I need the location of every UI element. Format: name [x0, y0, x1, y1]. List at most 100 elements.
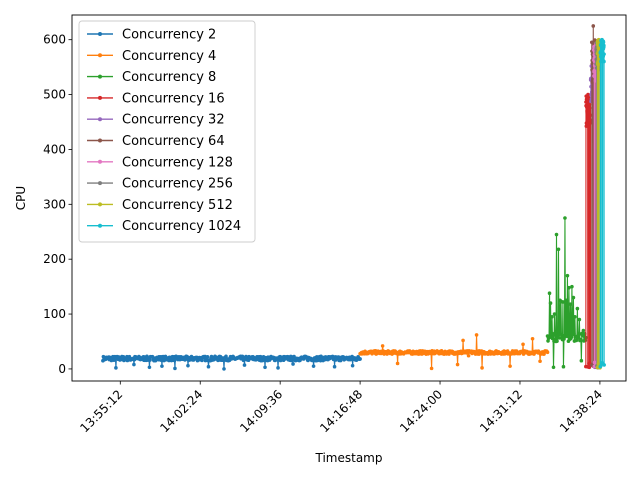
data-point: [587, 102, 592, 107]
data-point: [565, 273, 570, 278]
y-tick-label: 400: [43, 142, 66, 156]
plot-area: [101, 24, 606, 371]
data-point: [242, 363, 247, 367]
legend-item: Concurrency 64: [87, 134, 225, 149]
legend-label: Concurrency 8: [122, 70, 216, 85]
data-point: [585, 122, 590, 127]
y-axis-label: CPU: [14, 186, 28, 210]
data-point: [601, 40, 606, 45]
data-point: [160, 364, 164, 368]
legend-marker: [98, 32, 102, 36]
data-point: [561, 300, 565, 304]
legend-item: Concurrency 32: [87, 113, 225, 128]
series-line-3: [546, 218, 587, 368]
data-point: [558, 332, 563, 336]
data-point: [564, 298, 569, 303]
legend-marker: [98, 117, 102, 122]
data-point: [567, 285, 571, 290]
data-point: [586, 92, 590, 97]
data-point: [602, 363, 606, 367]
data-point: [395, 361, 400, 366]
series-markers-3: [545, 216, 588, 370]
data-point: [554, 232, 559, 237]
data-point: [561, 364, 566, 369]
data-point: [474, 333, 479, 337]
data-point: [358, 357, 362, 361]
data-point: [455, 362, 460, 367]
data-point: [579, 358, 584, 363]
legend-marker: [98, 138, 102, 143]
legend-item: Concurrency 8: [87, 70, 216, 85]
series-layer: [101, 24, 606, 371]
data-point: [480, 366, 484, 370]
data-point: [332, 364, 337, 369]
data-point: [550, 336, 555, 341]
data-point: [573, 315, 577, 319]
data-point: [552, 312, 557, 316]
data-point: [508, 364, 512, 368]
legend-label: Concurrency 128: [122, 155, 233, 170]
data-point: [548, 301, 553, 305]
data-point: [538, 359, 542, 364]
legend-marker: [98, 74, 102, 79]
data-point: [222, 367, 226, 371]
legend-marker: [98, 159, 102, 164]
data-point: [592, 68, 596, 73]
data-point: [602, 43, 606, 48]
data-point: [591, 24, 596, 28]
series-1: [101, 354, 362, 371]
legend-label: Concurrency 256: [122, 177, 233, 192]
data-point: [132, 362, 136, 367]
data-point: [598, 364, 603, 368]
data-point: [565, 331, 569, 336]
data-point: [205, 354, 210, 359]
y-tick-label: 0: [58, 362, 66, 376]
data-point: [186, 363, 190, 368]
data-point: [200, 358, 204, 363]
series-markers-10: [598, 37, 606, 369]
x-axis-label: Timestamp: [315, 451, 383, 465]
legend-label: Concurrency 512: [122, 198, 233, 213]
data-point: [579, 337, 583, 342]
series-4: [584, 92, 593, 370]
data-point: [587, 108, 592, 113]
data-point: [206, 364, 211, 369]
legend-item: Concurrency 16: [87, 91, 225, 106]
axes-frame: [71, 14, 627, 382]
series-markers-2: [358, 333, 550, 371]
legend-marker: [98, 202, 102, 207]
y-axis-ticks: 0 100 200 300 400 500 600: [43, 33, 72, 376]
legend-item: Concurrency 1024: [87, 219, 241, 234]
legend-item: Concurrency 2: [87, 28, 216, 43]
series-10: [598, 37, 606, 369]
data-point: [521, 342, 525, 347]
y-tick-label: 200: [43, 252, 66, 266]
data-point: [530, 336, 535, 341]
data-point: [466, 353, 471, 358]
y-tick-label: 300: [43, 197, 66, 211]
y-tick-label: 500: [43, 88, 66, 102]
legend-marker: [98, 181, 102, 186]
data-point: [545, 350, 550, 355]
data-point: [173, 366, 177, 371]
legend-label: Concurrency 2: [122, 28, 216, 43]
data-point: [602, 59, 606, 64]
data-point: [147, 365, 152, 370]
legend: Concurrency 2 Concurrency 4 Concurrency 8 C…: [78, 20, 256, 243]
data-point: [569, 335, 574, 339]
legend-item: Concurrency 4: [87, 49, 216, 64]
data-point: [551, 365, 556, 370]
data-point: [581, 328, 586, 333]
series-2: [358, 333, 550, 371]
data-point: [556, 247, 561, 252]
data-point: [263, 365, 267, 370]
legend-marker: [98, 95, 102, 100]
data-point: [568, 302, 573, 306]
y-tick-label: 600: [43, 33, 66, 47]
data-point: [577, 317, 582, 322]
data-point: [114, 366, 118, 370]
legend-label: Concurrency 16: [122, 91, 225, 106]
legend-marker: [98, 223, 102, 228]
data-point: [553, 331, 557, 335]
